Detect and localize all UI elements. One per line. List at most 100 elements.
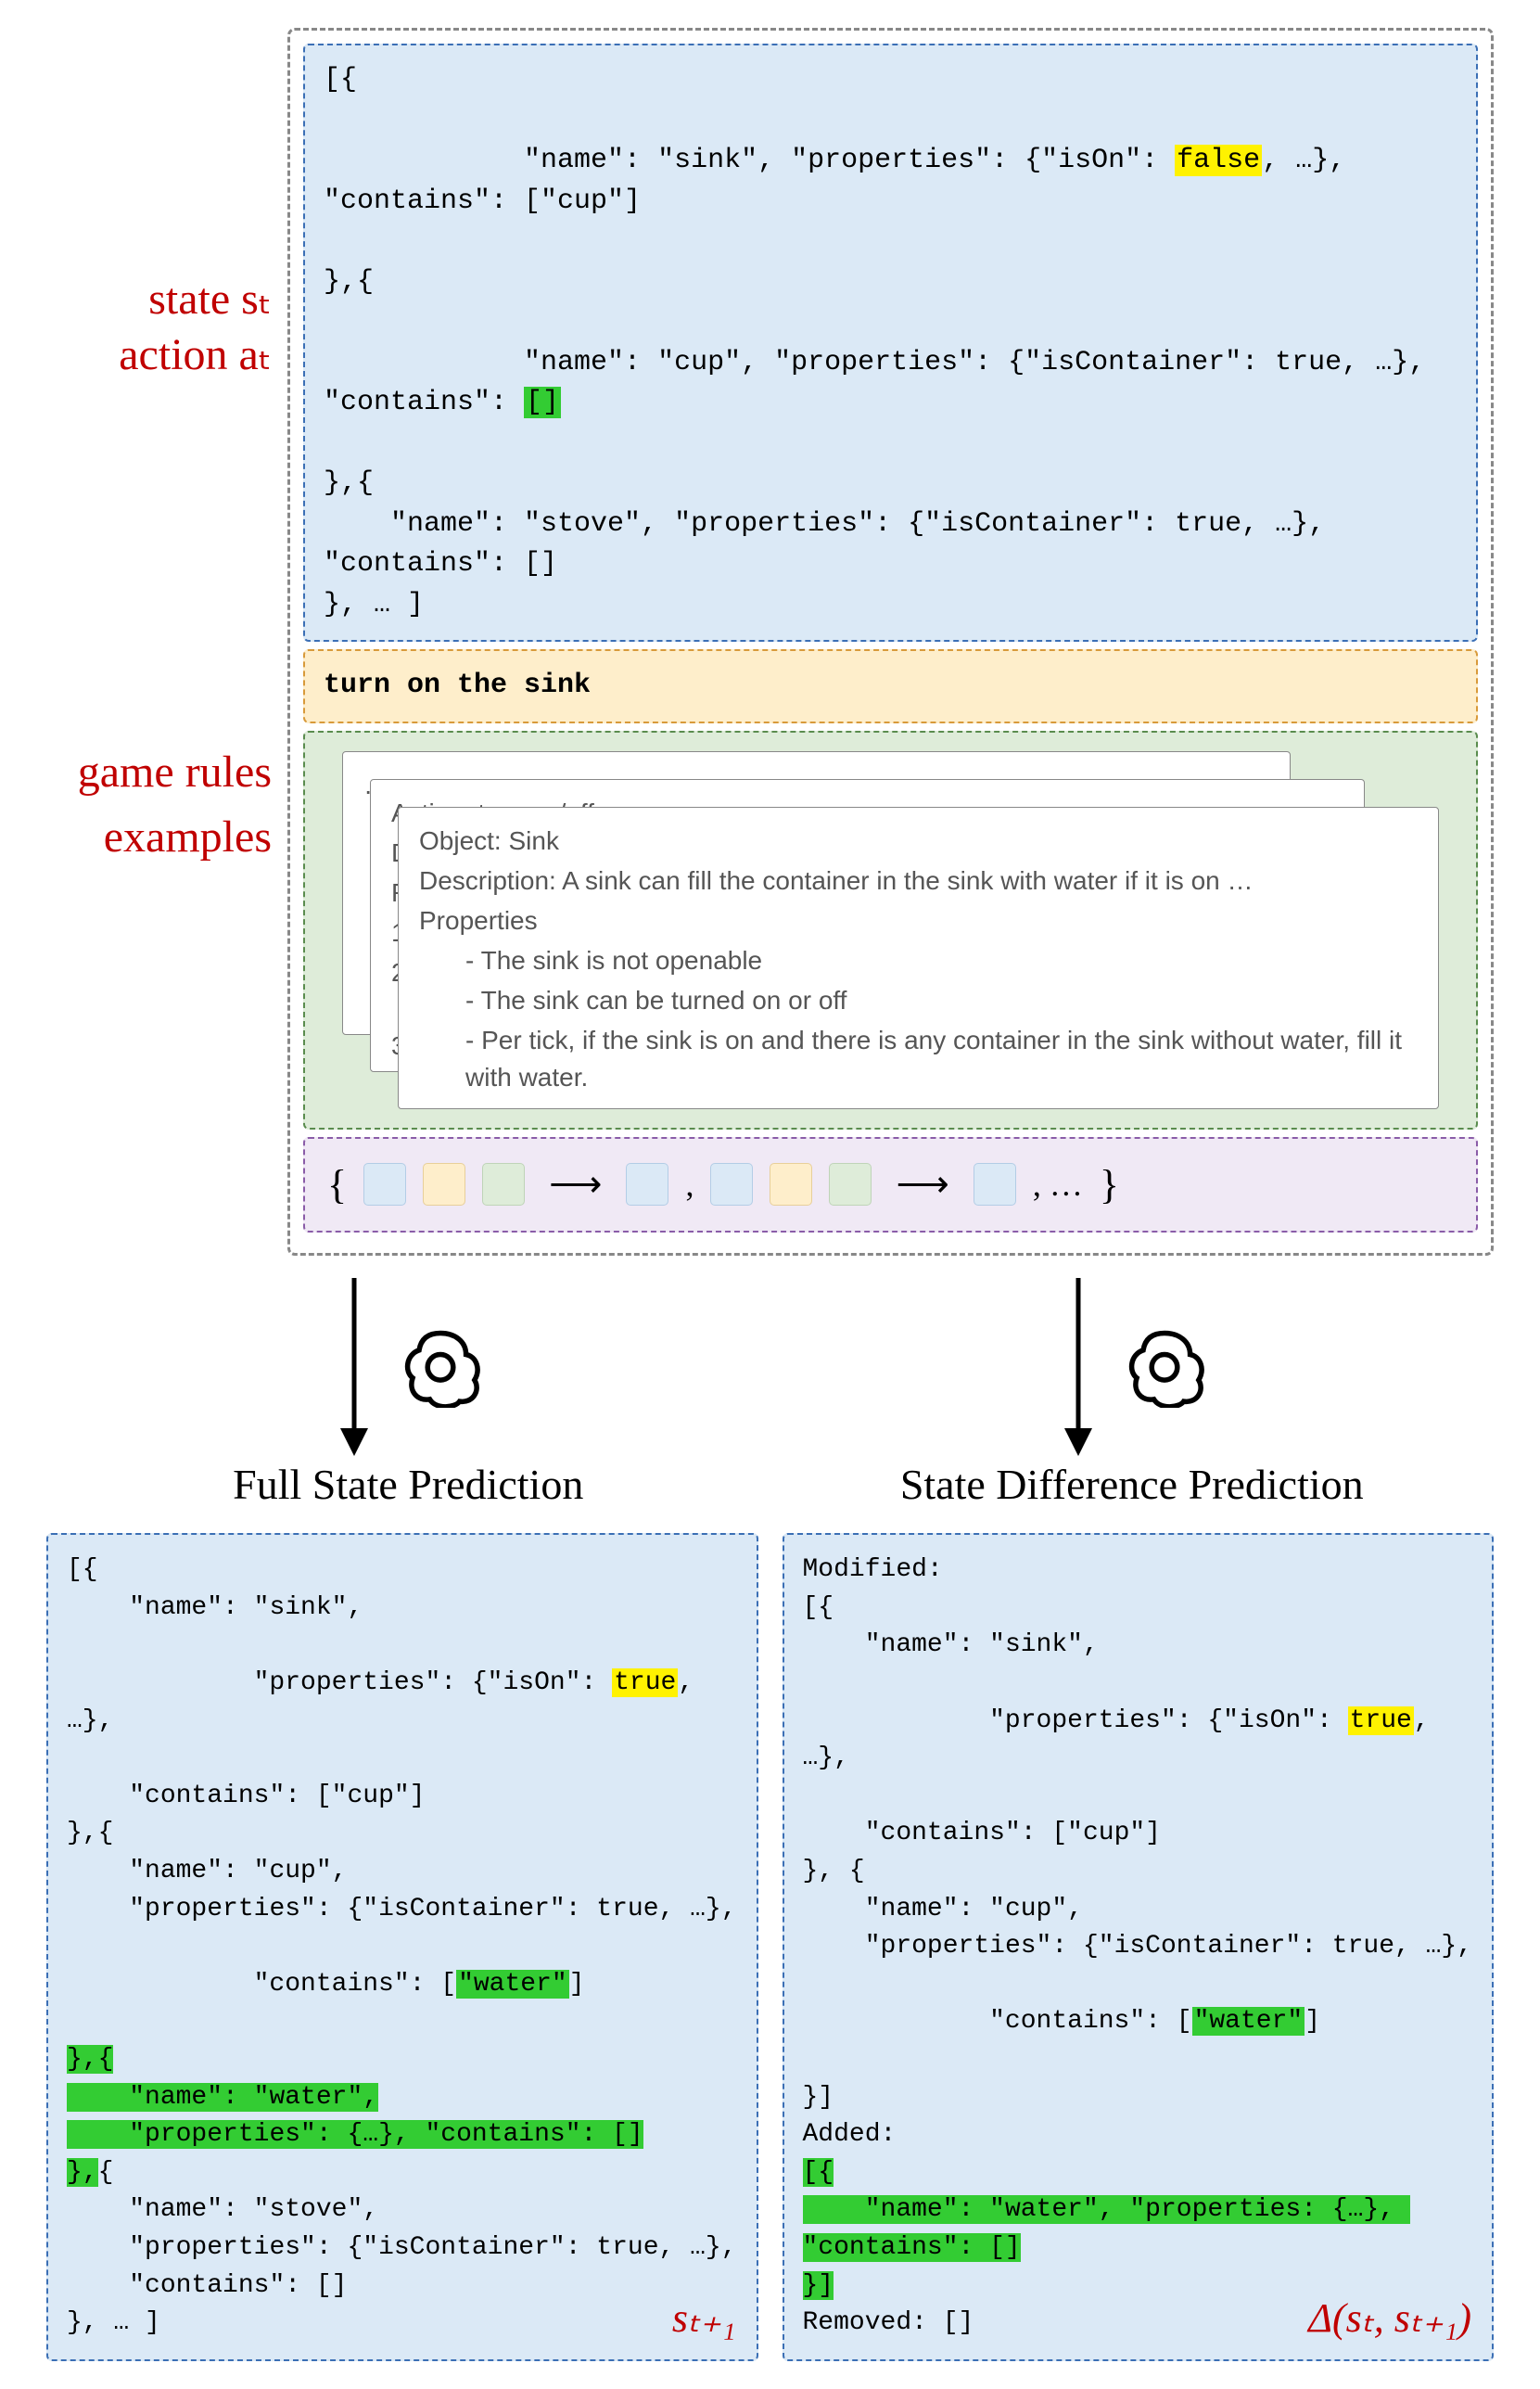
code-line: "properties": {"isOn": true, …}, xyxy=(803,1665,1474,1815)
code-line: "properties": {"isContainer": true, …}, xyxy=(803,1928,1474,1966)
highlight-green: }] xyxy=(803,2271,834,2300)
card-line: Properties xyxy=(419,902,1418,939)
arrow-cell-right: State Difference Prediction xyxy=(784,1272,1479,1522)
card-line: - Per tick, if the sink is on and there … xyxy=(419,1022,1418,1094)
title-full-state: Full State Prediction xyxy=(233,1460,583,1509)
code-line: }, … ] xyxy=(324,585,1457,626)
output-diff-panel: Modified: [{ "name": "sink", "properties… xyxy=(783,1533,1495,2360)
arrow-cell-left: Full State Prediction xyxy=(61,1272,756,1522)
highlight-green: "name": "water", xyxy=(67,2083,378,2112)
card-line: Description: A sink can fill the contain… xyxy=(419,862,1418,899)
brace-close: } xyxy=(1100,1156,1119,1215)
code-line: },{ xyxy=(67,2154,738,2192)
code-line: [{ xyxy=(803,2154,1474,2192)
card-stack: … Action: turn on/off D R 1. 2. 3. Objec… xyxy=(342,751,1439,1109)
code-line: "name": "water", xyxy=(67,2079,738,2117)
example-box-blue xyxy=(974,1163,1016,1206)
code-line: },{ xyxy=(324,464,1457,505)
code-line: "properties": {"isContainer": true, …}, xyxy=(67,2229,738,2268)
highlight-green: [] xyxy=(524,387,561,418)
code-line: "contains": ["cup"] xyxy=(67,1778,738,1816)
openai-icon xyxy=(1122,1322,1207,1408)
openai-icon xyxy=(398,1322,483,1408)
text: "contains": [ xyxy=(191,1970,456,1999)
code-line: [{ xyxy=(324,60,1457,101)
highlight-green: [{ xyxy=(803,2158,834,2187)
output-full-panel: [{ "name": "sink", "properties": {"isOn"… xyxy=(46,1533,758,2360)
highlight-green: "water" xyxy=(1192,2007,1305,2036)
text: ] xyxy=(1305,2007,1320,2036)
output-row: [{ "name": "sink", "properties": {"isOn"… xyxy=(46,1533,1494,2360)
example-box-green xyxy=(829,1163,872,1206)
text: { xyxy=(98,2158,114,2187)
code-line: "properties": {"isContainer": true, …}, xyxy=(67,1891,738,1929)
text: "properties": {"isOn": xyxy=(927,1706,1348,1735)
code-line: "contains": ["water"] xyxy=(803,1966,1474,2079)
code-line: "contains": ["cup"] xyxy=(803,1815,1474,1853)
code-line: "name": "sink", xyxy=(67,1590,738,1628)
highlight-green: "properties": {…}, "contains": [] xyxy=(67,2120,643,2149)
brace-open: { xyxy=(327,1156,347,1215)
state-panel: [{ "name": "sink", "properties": {"isOn"… xyxy=(303,44,1478,642)
highlight-green: },{ xyxy=(67,2045,113,2074)
examples-panel: { ⟶ , ⟶ , … } xyxy=(303,1137,1478,1233)
label-state: state sₜ xyxy=(40,272,272,327)
card-line: Object: Sink xyxy=(419,823,1418,859)
code-line: },{ xyxy=(67,2041,738,2079)
comma: , xyxy=(685,1160,694,1208)
code-line: "contains": [] xyxy=(67,2268,738,2306)
text: "name": "cup", "properties": {"isContain… xyxy=(324,347,1442,419)
example-box-blue xyxy=(626,1163,668,1206)
code-line: "name": "sink", "properties": {"isOn": f… xyxy=(324,101,1457,262)
action-text: turn on the sink xyxy=(324,670,591,701)
label-examples: examples xyxy=(40,810,272,865)
arrow-row: Full State Prediction State Difference P… xyxy=(46,1272,1494,1522)
card-line: - The sink is not openable xyxy=(419,942,1418,978)
code-line: }, … ] xyxy=(67,2305,738,2343)
highlight-yellow: false xyxy=(1175,145,1262,176)
rules-card-front: Object: Sink Description: A sink can fil… xyxy=(398,807,1439,1109)
example-box-blue xyxy=(710,1163,753,1206)
code-line: "properties": {…}, "contains": [] xyxy=(67,2116,738,2154)
code-line: "name": "cup", xyxy=(67,1853,738,1891)
code-line: "properties": {"isOn": true, …}, xyxy=(67,1627,738,1777)
diagram-root: state sₜ action aₜ game rules examples [… xyxy=(28,28,1512,2361)
result-label-full: sₜ₊₁ xyxy=(672,2289,736,2348)
arrow-down-icon xyxy=(333,1272,375,1458)
code-line: },{ xyxy=(67,1815,738,1853)
code-line: Added: xyxy=(803,2116,1474,2154)
code-line: [{ xyxy=(67,1552,738,1590)
code-line: [{ xyxy=(803,1590,1474,1628)
arrow-right-icon: ⟶ xyxy=(549,1157,602,1211)
code-line: "name": "water", "properties: {…}, "cont… xyxy=(803,2191,1474,2267)
input-block: state sₜ action aₜ game rules examples [… xyxy=(287,28,1494,1256)
rules-panel: … Action: turn on/off D R 1. 2. 3. Objec… xyxy=(303,731,1478,1130)
highlight-yellow: true xyxy=(1348,1706,1414,1735)
code-line: "name": "stove", "properties": {"isConta… xyxy=(324,505,1457,585)
code-line: }, { xyxy=(803,1853,1474,1891)
text: "contains": [ xyxy=(927,2007,1192,2036)
highlight-green: }, xyxy=(67,2158,98,2187)
action-panel: turn on the sink xyxy=(303,649,1478,723)
code-line: "name": "cup", xyxy=(803,1891,1474,1929)
example-box-green xyxy=(482,1163,525,1206)
highlight-green: "name": "water", "properties: {…}, "cont… xyxy=(803,2195,1410,2262)
code-line: Modified: xyxy=(803,1552,1474,1590)
example-box-orange xyxy=(423,1163,465,1206)
title-state-diff: State Difference Prediction xyxy=(900,1460,1364,1509)
code-line: "name": "cup", "properties": {"isContain… xyxy=(324,302,1457,464)
text: "name": "sink", "properties": {"isOn": xyxy=(457,145,1175,176)
code-line: },{ xyxy=(324,262,1457,303)
ellipsis: , … xyxy=(1033,1160,1083,1208)
label-rules: game rules xyxy=(40,745,272,800)
example-box-blue xyxy=(363,1163,406,1206)
code-line: "name": "sink", xyxy=(803,1627,1474,1665)
label-action: action aₜ xyxy=(40,327,272,383)
code-line: "name": "stove", xyxy=(67,2191,738,2229)
text: ] xyxy=(569,1970,585,1999)
code-line: }] xyxy=(803,2079,1474,2117)
arrow-right-icon: ⟶ xyxy=(896,1157,948,1211)
result-label-diff: Δ(sₜ, sₜ₊₁) xyxy=(1308,2289,1471,2348)
arrow-down-group xyxy=(333,1272,483,1458)
text: "properties": {"isOn": xyxy=(191,1668,612,1697)
